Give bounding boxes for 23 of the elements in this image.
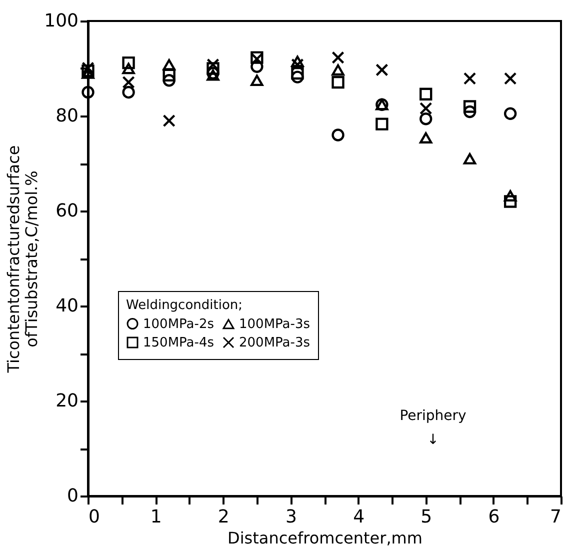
- legend-label: 200MPa-3s: [239, 336, 310, 350]
- x-tick-label: 4: [353, 506, 365, 528]
- x-axis-title: Distancefromcenter,mm: [228, 528, 422, 548]
- x-tick-label: 5: [420, 506, 432, 528]
- legend-label: 150MPa-4s: [143, 336, 214, 350]
- legend-label: 100MPa-3s: [239, 317, 310, 332]
- legend-title: Weldingcondition;: [126, 298, 243, 313]
- y-tick-label: 60: [56, 200, 78, 222]
- y-tick-label: 20: [56, 390, 78, 412]
- y-tick-label: 40: [56, 296, 78, 316]
- annotation: Periphery: [400, 408, 466, 424]
- x-tick-label: 7: [550, 506, 562, 528]
- y-tick-label: 0: [67, 486, 78, 506]
- y-tick-label: 80: [56, 106, 78, 126]
- y-axis-title: Ticontentonfracturedsurface ofTisubstrate,C/mol.%: [4, 145, 42, 374]
- x-tick-label: 3: [285, 506, 297, 528]
- annotation: ↓: [427, 432, 439, 448]
- x-tick-label: 2: [218, 506, 230, 528]
- x-tick-label: 0: [88, 506, 100, 528]
- legend-label: 100MPa-2s: [143, 316, 214, 332]
- y-tick-label: 100: [44, 10, 78, 32]
- x-tick-label: 6: [488, 506, 500, 528]
- x-tick-label: 1: [150, 506, 162, 528]
